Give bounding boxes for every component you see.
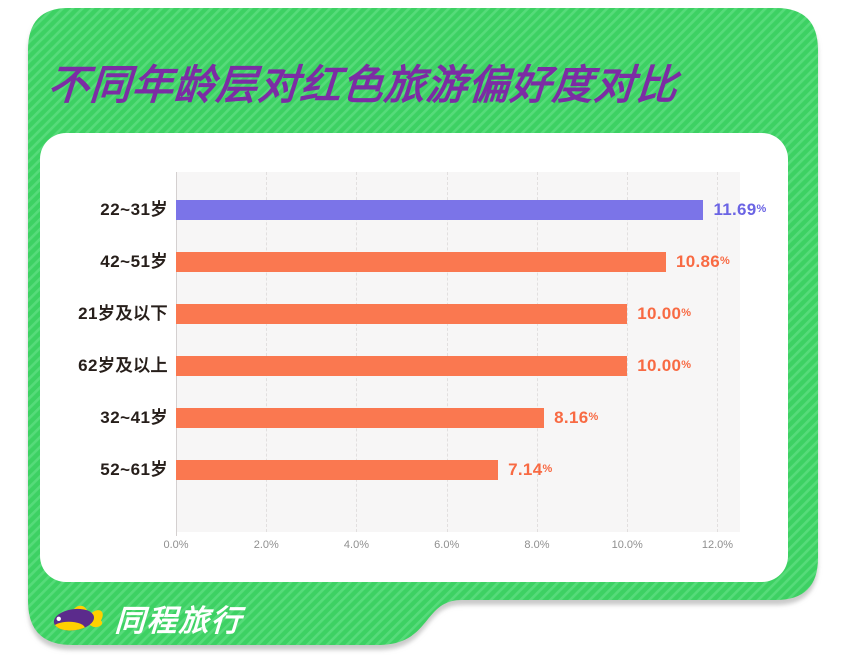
gridline — [536, 172, 538, 532]
page-title: 不同年龄层对红色旅游偏好度对比 — [46, 62, 680, 108]
plot-area: 11.69% 10.86% 10.00% 10.00% 8.16% 7.14% — [176, 172, 766, 536]
bar — [176, 356, 628, 376]
bar-row: 8.16% — [176, 392, 740, 444]
x-tick-label: 2.0% — [253, 539, 279, 551]
y-axis-line — [176, 172, 177, 536]
value-label: 10.00% — [637, 304, 692, 323]
x-axis: 0.0% 2.0% 4.0% 6.0% 8.0% 10.0% 12.0% — [163, 539, 740, 555]
bar-row: 10.86% — [176, 236, 740, 288]
gridline — [627, 172, 629, 532]
value-label: 8.16% — [554, 408, 599, 427]
bar-row: 10.00% — [176, 288, 740, 340]
bar — [176, 408, 545, 428]
bar — [176, 200, 704, 220]
brand-name: 同程旅行 — [113, 605, 244, 638]
brand-logo: 同程旅行 — [52, 596, 244, 640]
x-tick-label: 8.0% — [524, 539, 550, 551]
gridline — [266, 172, 268, 532]
value-label: 7.14% — [508, 460, 553, 479]
bar-row: 7.14% — [176, 444, 740, 496]
chart-card: 22~31岁 42~51岁 21岁及以下 62岁及以上 32~41岁 52~61岁 11.… — [40, 133, 788, 582]
value-label: 10.00% — [637, 356, 692, 375]
mascot-icon — [52, 605, 103, 633]
category-label: 22~31岁 — [100, 200, 168, 219]
x-tick-label: 12.0% — [701, 539, 734, 551]
category-label: 52~61岁 — [100, 460, 168, 479]
category-label: 21岁及以下 — [78, 304, 168, 323]
x-tick-label: 0.0% — [163, 539, 189, 551]
category-label: 62岁及以上 — [78, 356, 168, 375]
bar-rows: 11.69% 10.86% 10.00% 10.00% 8.16% 7.14% — [176, 184, 766, 496]
bar — [176, 304, 628, 324]
category-label: 32~41岁 — [100, 408, 168, 427]
x-tick-label: 6.0% — [434, 539, 460, 551]
gridline — [717, 172, 719, 532]
gridline — [446, 172, 448, 532]
bar — [176, 252, 666, 272]
x-tick-label: 4.0% — [343, 539, 370, 551]
bar — [176, 460, 499, 480]
category-label: 42~51岁 — [100, 252, 168, 271]
value-label: 11.69% — [713, 200, 767, 219]
gridline — [356, 172, 358, 532]
value-label: 10.86% — [676, 252, 731, 271]
x-tick-label: 10.0% — [611, 539, 643, 551]
bar-row: 10.00% — [176, 340, 740, 392]
bar-row: 11.69% — [176, 184, 766, 236]
